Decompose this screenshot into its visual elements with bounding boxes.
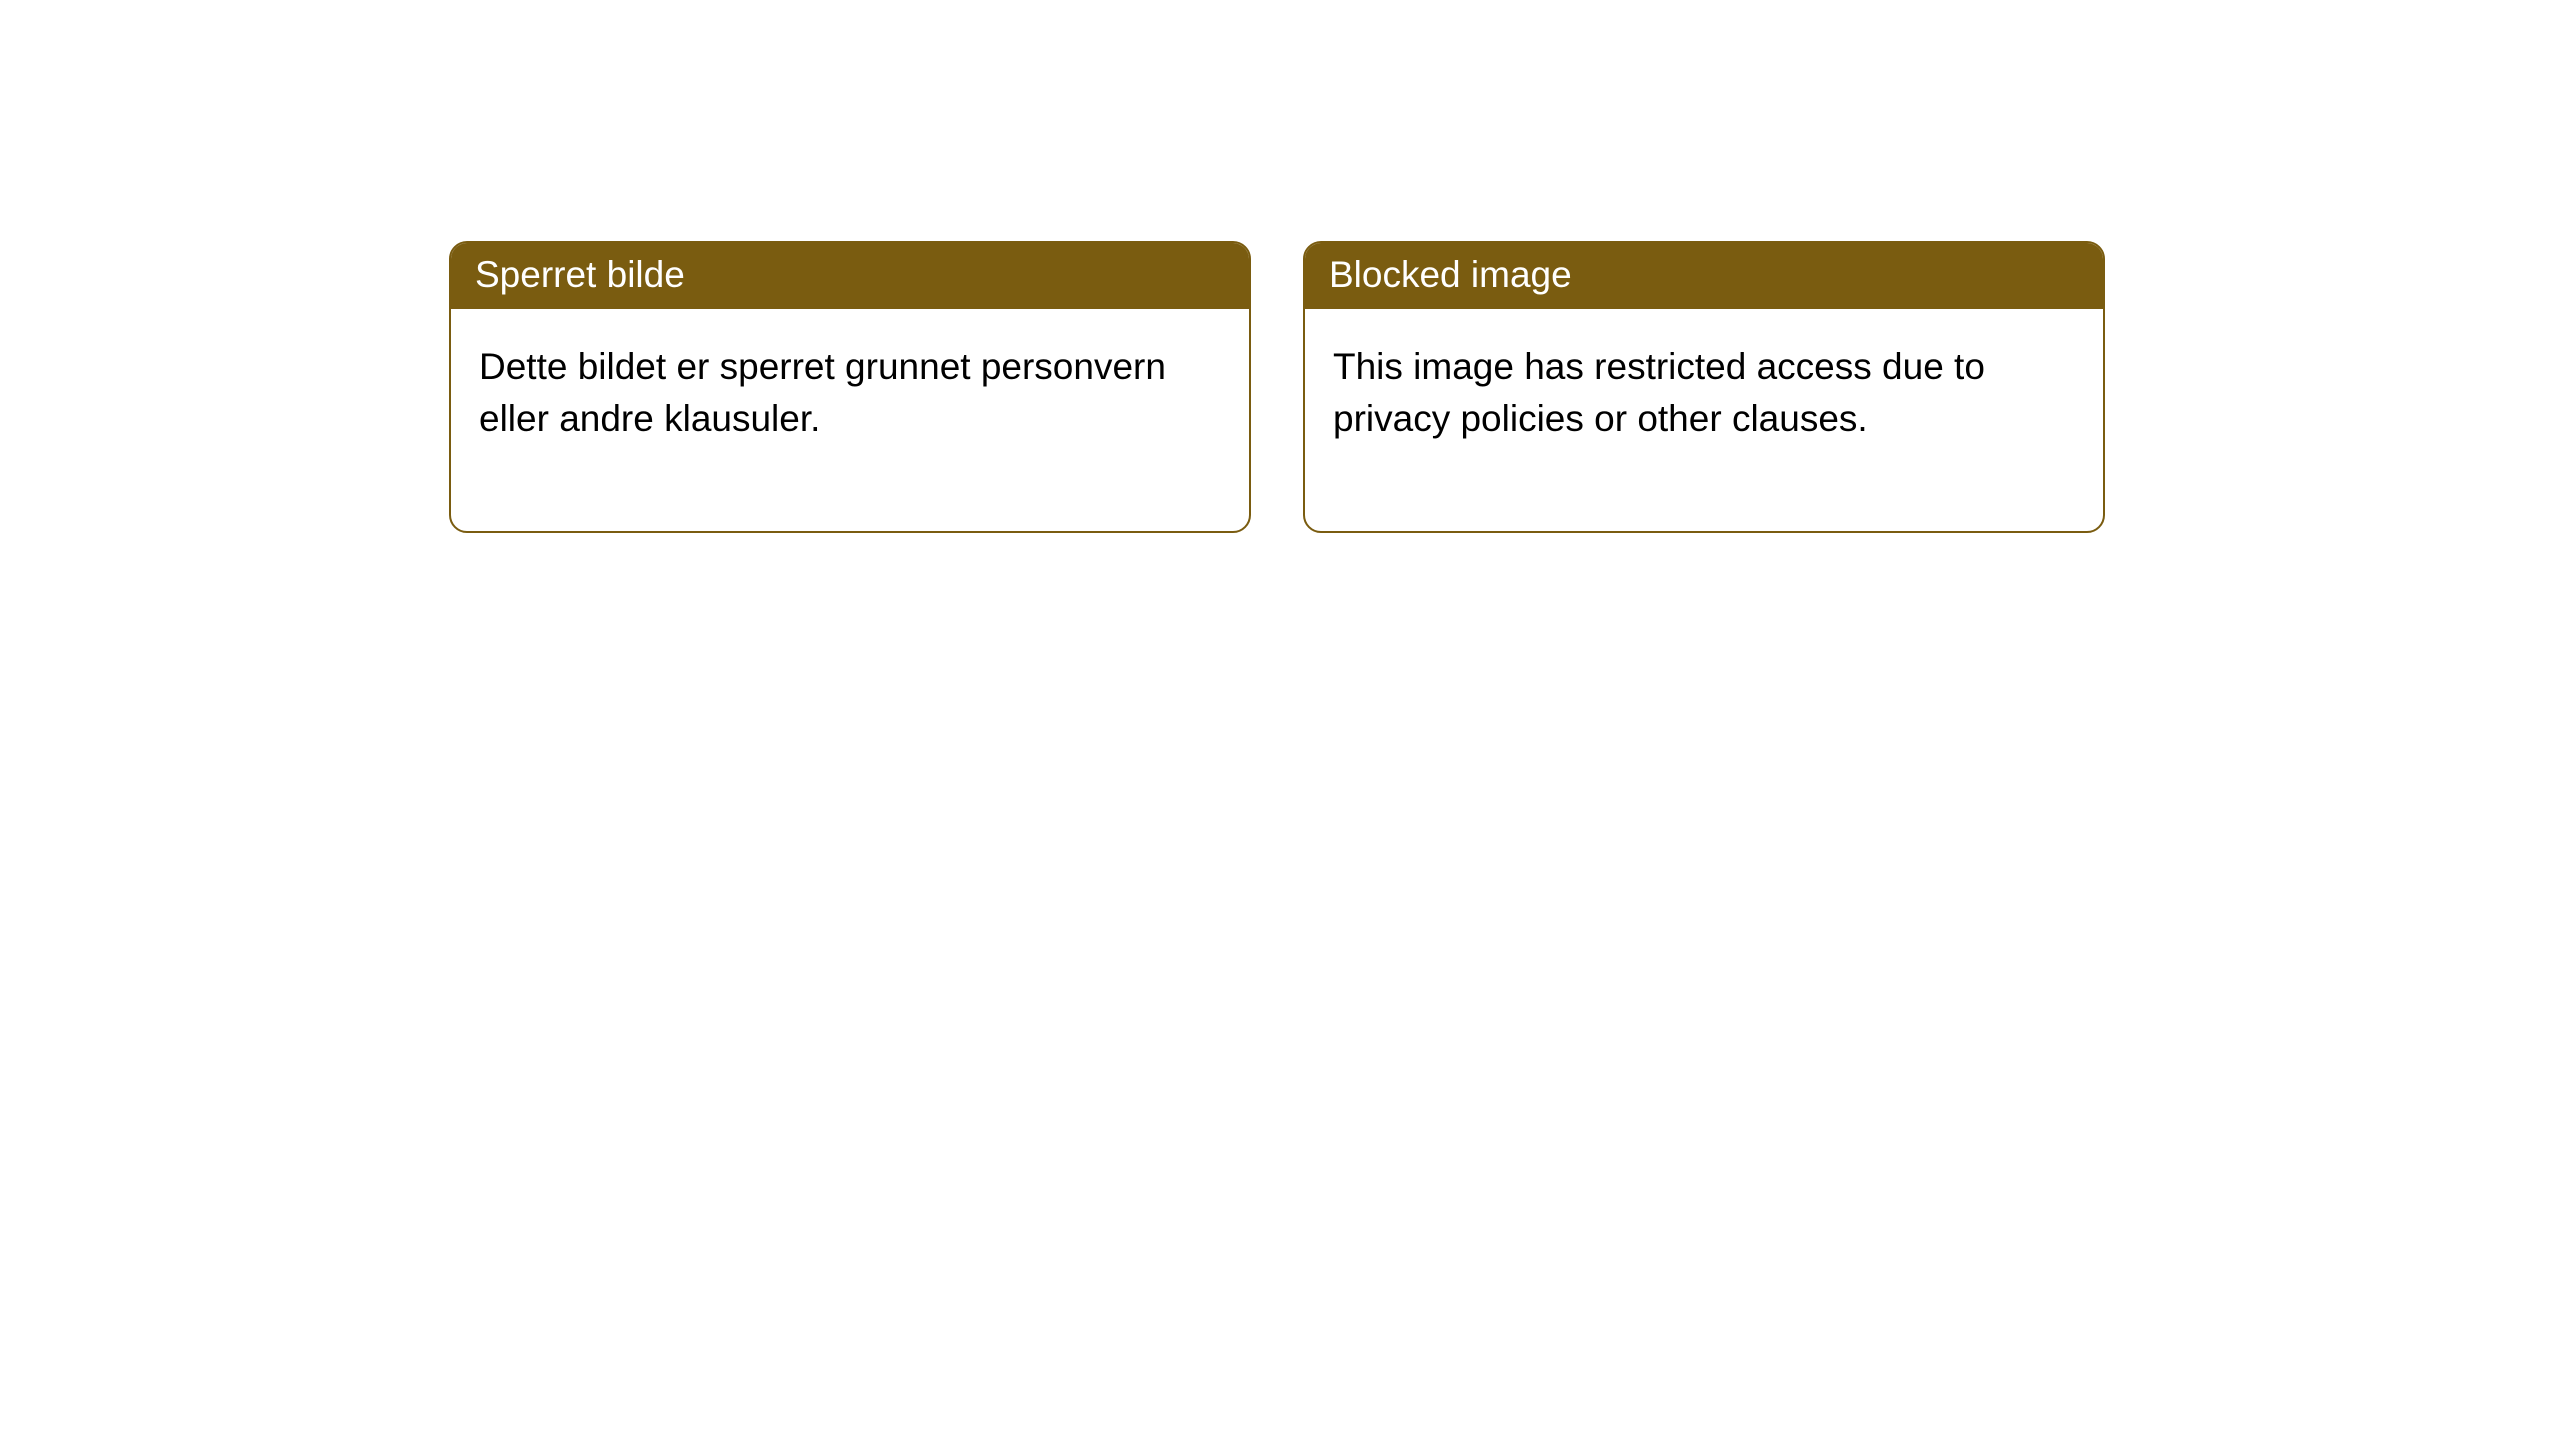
- notice-box-english: Blocked image This image has restricted …: [1303, 241, 2105, 533]
- notice-box-norwegian: Sperret bilde Dette bildet er sperret gr…: [449, 241, 1251, 533]
- notice-container: Sperret bilde Dette bildet er sperret gr…: [0, 0, 2560, 533]
- notice-body: Dette bildet er sperret grunnet personve…: [451, 309, 1249, 531]
- notice-title: Sperret bilde: [451, 243, 1249, 309]
- notice-title: Blocked image: [1305, 243, 2103, 309]
- notice-body: This image has restricted access due to …: [1305, 309, 2103, 531]
